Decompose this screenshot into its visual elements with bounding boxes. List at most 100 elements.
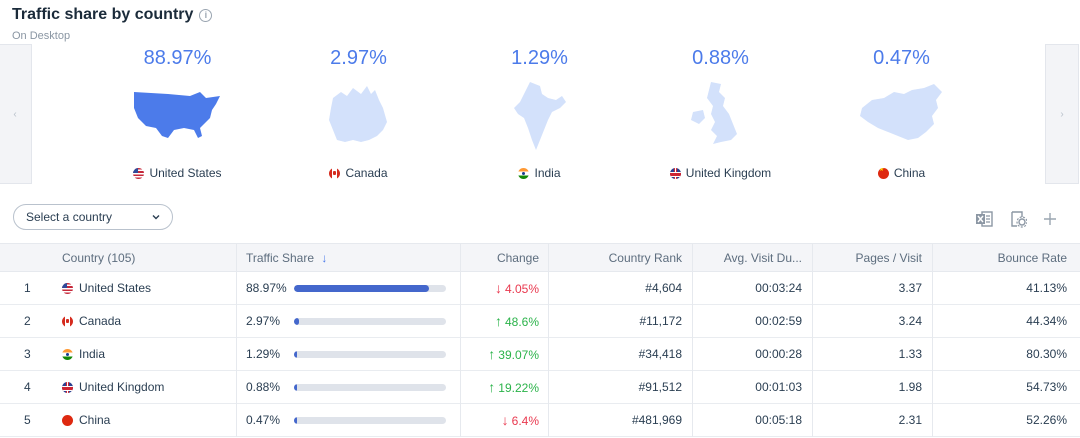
row-country[interactable]: United Kingdom (62, 371, 164, 404)
column-divider (236, 243, 237, 437)
column-divider (460, 243, 461, 437)
settings-icon[interactable] (1008, 209, 1028, 229)
cn-flag-icon (62, 415, 73, 426)
country-carousel: ‹ 88.97% United States 2.97% Canada 1.29… (0, 44, 1080, 184)
uk-map-icon (690, 82, 737, 144)
card-country: Canada (268, 166, 449, 180)
card-country: United States (87, 166, 268, 180)
card-country: India (449, 166, 630, 180)
column-divider (932, 243, 933, 437)
canada-flag-icon (329, 167, 341, 179)
card-country: United Kingdom (630, 166, 811, 180)
row-country-rank: #4,604 (645, 281, 682, 295)
card-share: 0.88% (692, 47, 749, 69)
row-country-name: Canada (79, 314, 122, 328)
row-change: ↑ 19.22% (462, 371, 539, 404)
us-flag-icon (133, 167, 145, 179)
arrow-down-icon: ↓ (494, 280, 502, 296)
us-flag-icon (62, 283, 73, 294)
table-row[interactable]: 3 India 1.29% ↑ 39.07% #34,418 00:00:28 1… (0, 338, 1080, 371)
row-rank: 4 (24, 380, 31, 394)
widget-subtitle: On Desktop (12, 30, 71, 42)
excel-export-icon[interactable] (974, 209, 994, 229)
column-header-country-rank[interactable]: Country Rank (608, 251, 682, 265)
table-row[interactable]: 1 United States 88.97% ↓ 4.05% #4,604 00:… (0, 272, 1080, 305)
row-avg-visit-duration: 00:01:03 (755, 380, 802, 394)
row-country[interactable]: Canada (62, 305, 121, 338)
traffic-share-bar-fill (294, 384, 298, 391)
column-header-change[interactable]: Change (496, 251, 539, 265)
row-bounce-rate: 52.26% (1026, 413, 1067, 427)
select-country-label: Select a country (26, 210, 113, 224)
country-card-india[interactable]: 1.29% India (449, 44, 630, 184)
select-country-dropdown[interactable]: Select a country (13, 204, 173, 230)
row-country-name: China (79, 413, 111, 427)
column-divider (692, 243, 693, 437)
row-avg-visit-duration: 00:02:59 (755, 314, 802, 328)
table-row[interactable]: 5 China 0.47% ↓6.4% #481,969 00:05:18 2.… (0, 404, 1080, 437)
card-country-name: China (893, 166, 926, 180)
row-change: ↓ 6.4% (462, 404, 539, 437)
row-rank: 2 (24, 314, 31, 328)
card-country-name: Canada (345, 166, 388, 180)
row-country-name: United Kingdom (79, 380, 165, 394)
widget-title-text: Traffic share by country (12, 6, 194, 23)
row-change: ↑ 48.6% (462, 305, 539, 338)
row-country[interactable]: China (62, 404, 110, 437)
card-share: 88.97% (143, 47, 212, 69)
row-rank: 5 (24, 413, 31, 427)
country-card-united-states[interactable]: 88.97% United States (87, 44, 268, 184)
widget-header: Traffic share by country i On Desktop (12, 6, 213, 42)
india-map-icon (513, 82, 566, 150)
row-change-value: 6.4% (511, 414, 539, 428)
traffic-share-bar (294, 351, 446, 358)
us-map-icon (133, 92, 220, 138)
country-card-united-kingdom[interactable]: 0.88% United Kingdom (630, 44, 811, 184)
card-country-name: United States (149, 166, 222, 180)
row-change-value: 48.6% (504, 315, 539, 329)
row-avg-visit-duration: 00:00:28 (755, 347, 802, 361)
row-country-name: India (79, 347, 106, 361)
row-country-rank: #11,172 (639, 314, 683, 328)
sort-arrow-down-icon: ↓ (321, 251, 328, 265)
column-header-pages-visit[interactable]: Pages / Visit (855, 251, 922, 265)
traffic-share-bar-fill (294, 285, 430, 292)
row-avg-visit-duration: 00:05:18 (755, 413, 802, 427)
row-change-value: 39.07% (498, 348, 539, 362)
add-icon[interactable] (1040, 209, 1060, 229)
traffic-share-bar-fill (294, 417, 298, 424)
column-header-avg-visit-duration[interactable]: Avg. Visit Du... (723, 251, 802, 265)
table-row[interactable]: 4 United Kingdom 0.88% ↑ 19.22% #91,512 0… (0, 371, 1080, 404)
traffic-share-bar-fill (294, 318, 299, 325)
traffic-share-bar-fill (294, 351, 298, 358)
row-country-rank: #91,512 (638, 380, 682, 394)
row-bounce-rate: 80.30% (1026, 347, 1067, 361)
column-header-traffic-share[interactable]: Traffic Share ↓ (246, 244, 327, 273)
carousel-next-button[interactable]: › (1045, 44, 1079, 184)
row-country[interactable]: India (62, 338, 105, 371)
country-card-canada[interactable]: 2.97% Canada (268, 44, 449, 184)
row-avg-visit-duration: 00:03:24 (755, 281, 802, 295)
row-bounce-rate: 41.13% (1026, 281, 1067, 295)
table-row[interactable]: 2 Canada 2.97% ↑ 48.6% #11,172 00:02:59 3… (0, 305, 1080, 338)
arrow-up-icon: ↑ (488, 346, 496, 362)
column-header-country[interactable]: Country (105) (62, 251, 136, 265)
row-traffic-share: 88.97% (246, 281, 287, 295)
row-bounce-rate: 44.34% (1026, 314, 1067, 328)
row-country-rank: #34,418 (638, 347, 682, 361)
card-share: 1.29% (511, 47, 568, 69)
india-flag-icon (518, 167, 530, 179)
card-country-name: United Kingdom (685, 166, 772, 180)
row-change-value: 19.22% (498, 381, 539, 395)
in-flag-icon (62, 349, 73, 360)
traffic-share-bar (294, 384, 446, 391)
row-country[interactable]: United States (62, 272, 151, 305)
country-card-china[interactable]: 0.47% China (811, 44, 992, 184)
row-pages-visit: 3.37 (898, 281, 922, 295)
row-change: ↑ 39.07% (462, 338, 539, 371)
card-share: 0.47% (873, 47, 930, 69)
arrow-up-icon: ↑ (488, 379, 496, 395)
info-icon[interactable]: i (199, 8, 213, 22)
carousel-prev-button[interactable]: ‹ (0, 44, 32, 184)
column-header-bounce-rate[interactable]: Bounce Rate (997, 251, 1067, 265)
